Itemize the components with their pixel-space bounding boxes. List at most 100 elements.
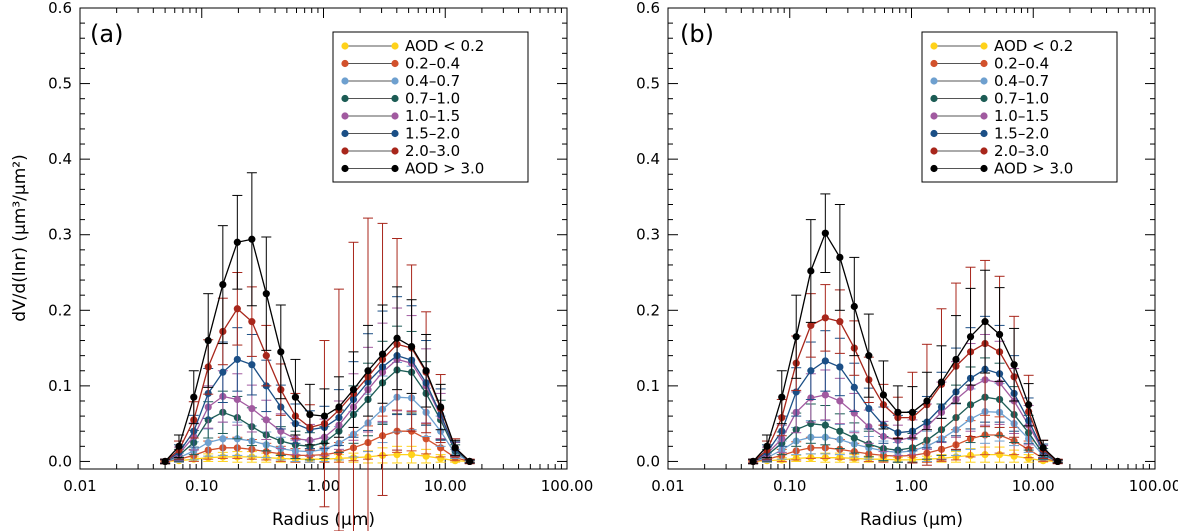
legend-marker xyxy=(391,42,399,50)
data-point xyxy=(364,367,372,375)
legend-marker xyxy=(980,112,988,120)
x-tick-label: 0.01 xyxy=(651,477,684,495)
y-tick-label: 0.3 xyxy=(636,226,660,244)
legend-marker xyxy=(391,129,399,138)
data-point xyxy=(850,302,858,311)
data-point xyxy=(233,395,241,404)
legend-marker xyxy=(980,77,988,85)
data-point xyxy=(865,440,873,448)
data-point xyxy=(807,367,815,375)
series-line xyxy=(752,317,1059,462)
data-point xyxy=(807,321,815,330)
data-point xyxy=(981,318,989,326)
data-point xyxy=(248,318,256,326)
legend-marker xyxy=(341,59,349,68)
data-point xyxy=(836,427,844,435)
y-tick-label: 0.6 xyxy=(636,0,660,17)
series-line xyxy=(752,434,1058,463)
data-point xyxy=(248,235,256,243)
y-tick-label: 0.0 xyxy=(48,452,72,470)
legend-label: 0.2–0.4 xyxy=(405,55,460,73)
legend-label: AOD > 3.0 xyxy=(994,160,1073,178)
data-point xyxy=(175,442,183,450)
series-line xyxy=(164,369,471,462)
data-point xyxy=(437,403,445,411)
data-point xyxy=(879,391,888,399)
panel-label: (b) xyxy=(680,20,714,48)
y-tick-label: 0.0 xyxy=(636,452,660,470)
legend-marker xyxy=(930,42,938,50)
legend-marker xyxy=(341,77,349,85)
legend-label: 0.2–0.4 xyxy=(994,55,1049,73)
series xyxy=(748,259,1063,466)
panel-label: (a) xyxy=(90,20,123,48)
legend-marker xyxy=(341,42,349,50)
legend-marker xyxy=(341,112,349,120)
data-point xyxy=(749,457,757,466)
y-tick-label: 0.4 xyxy=(48,150,72,168)
data-point xyxy=(393,334,401,342)
legend: AOD < 0.20.2–0.40.4–0.70.7–1.01.0–1.51.5… xyxy=(332,31,529,183)
series xyxy=(748,193,1063,466)
legend-marker xyxy=(391,164,399,173)
series-line xyxy=(164,354,471,462)
data-point xyxy=(995,330,1004,339)
data-point xyxy=(248,361,256,369)
legend-marker xyxy=(341,129,349,138)
x-tick-label: 100.00 xyxy=(541,477,594,495)
series-line xyxy=(165,453,470,463)
series-line xyxy=(164,396,470,463)
data-point xyxy=(821,421,829,429)
data-point xyxy=(248,404,256,413)
x-tick-label: 10.00 xyxy=(1012,477,1055,495)
y-tick-label: 0.3 xyxy=(48,226,72,244)
legend-marker xyxy=(391,147,399,155)
legend-label: AOD < 0.2 xyxy=(405,37,484,55)
x-tick-label: 100.00 xyxy=(1129,477,1178,495)
legend-marker xyxy=(930,129,938,138)
data-point xyxy=(204,438,212,447)
data-point xyxy=(320,412,329,420)
legend-box xyxy=(332,31,529,183)
legend-label: 1.5–2.0 xyxy=(994,125,1049,143)
data-point xyxy=(233,305,241,313)
series-line xyxy=(164,238,471,462)
series-line xyxy=(752,360,1059,462)
data-point xyxy=(821,357,829,365)
data-point xyxy=(204,336,212,345)
legend-label: 0.4–0.7 xyxy=(994,72,1049,90)
x-axis-title: Radius (μm) xyxy=(860,510,963,530)
legend-label: AOD > 3.0 xyxy=(405,160,484,178)
data-point xyxy=(233,355,241,364)
legend-marker xyxy=(980,147,988,155)
data-point xyxy=(763,442,771,450)
y-tick-label: 0.6 xyxy=(48,0,72,17)
data-point xyxy=(219,368,227,376)
data-point xyxy=(836,253,844,261)
legend-marker xyxy=(980,59,988,68)
y-tick-label: 0.1 xyxy=(48,377,72,395)
data-point xyxy=(836,397,844,405)
x-tick-label: 0.10 xyxy=(773,477,806,495)
legend-marker xyxy=(341,147,349,155)
legend-marker xyxy=(930,59,938,68)
x-tick-label: 0.10 xyxy=(185,477,218,495)
y-tick-label: 0.1 xyxy=(636,377,660,395)
data-point xyxy=(219,281,227,289)
panel-b: 0.01 0.10 1.00 10.00 100.00 0.0 0.1 0.2 0.3 0.4 0.… xyxy=(636,0,1178,530)
series-line xyxy=(164,430,470,463)
legend-label: 1.5–2.0 xyxy=(405,125,460,143)
legend-label: 0.7–1.0 xyxy=(405,90,460,108)
data-point xyxy=(335,403,343,411)
legend-marker xyxy=(341,94,349,103)
legend-marker xyxy=(980,94,988,103)
data-point xyxy=(451,444,459,452)
data-point xyxy=(792,333,800,341)
data-point xyxy=(836,363,844,371)
legend-label: 1.0–1.5 xyxy=(405,107,460,125)
data-point xyxy=(836,318,844,326)
legend-marker xyxy=(930,112,938,120)
legend-label: 2.0–3.0 xyxy=(405,142,460,160)
legend: AOD < 0.20.2–0.40.4–0.70.7–1.01.0–1.51.5… xyxy=(921,31,1118,183)
legend-label: 0.4–0.7 xyxy=(405,72,460,90)
